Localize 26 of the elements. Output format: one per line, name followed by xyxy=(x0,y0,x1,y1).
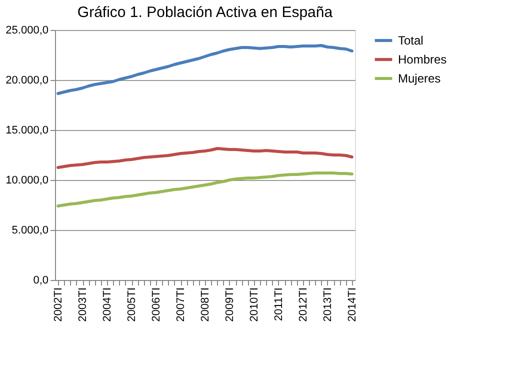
legend-label: Hombres xyxy=(398,52,447,66)
y-tick-label: 20.000,0 xyxy=(6,74,48,86)
x-tick-label: 2004TI xyxy=(102,288,114,322)
legend-label: Total xyxy=(398,34,424,48)
x-tick-label: 2006TI xyxy=(150,288,163,322)
y-tick-label: 10.000,0 xyxy=(6,174,48,186)
y-tick-label: 25.000,0 xyxy=(6,24,48,36)
x-tick-label: 2009TI xyxy=(224,288,236,322)
x-tick-label: 2013TI xyxy=(322,288,334,322)
x-tick-label: 2007TI xyxy=(175,288,188,322)
x-tick-label: 2008TI xyxy=(200,288,212,322)
x-tick-label: 2005TI xyxy=(126,288,138,322)
line-series xyxy=(56,147,354,169)
chart-title: Gráfico 1. Población Activa en España xyxy=(77,4,334,21)
x-tick-label: 2014TI xyxy=(346,288,358,322)
x-tick-label: 2011TI xyxy=(272,288,285,321)
legend-label: Mujeres xyxy=(398,72,441,86)
line-series xyxy=(56,44,354,95)
x-tick-label: 2003TI xyxy=(77,288,90,322)
y-tick-label: 5.000,0 xyxy=(12,224,48,236)
y-tick-label: 0,0 xyxy=(33,274,48,286)
line-series xyxy=(56,172,354,208)
y-tick-label: 15.000,0 xyxy=(6,124,48,136)
x-tick-label: 2012TI xyxy=(297,288,310,322)
x-tick-label: 2002TI xyxy=(52,288,65,322)
x-tick-label: 2010TI xyxy=(248,288,260,322)
